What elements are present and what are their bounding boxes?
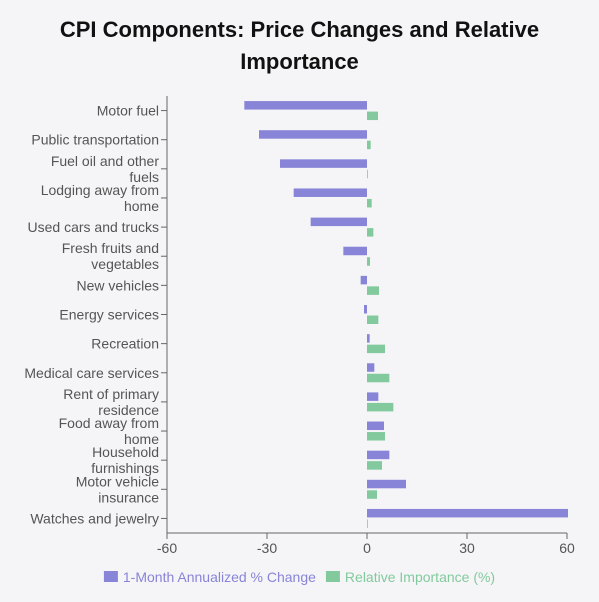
bar-importance-13 — [367, 490, 377, 499]
x-tick-label-1: -30 — [257, 540, 277, 556]
y-tick-label-line: Energy services — [59, 307, 159, 323]
bar-change-3 — [293, 188, 367, 197]
legend-swatch-0 — [103, 571, 118, 582]
y-tick-label-line: Public transportation — [31, 132, 159, 148]
y-tick-label-line: insurance — [98, 489, 159, 505]
bar-importance-3 — [367, 198, 372, 208]
chart-title: CPI Components: Price Changes and Relati… — [0, 14, 599, 78]
bar-change-9 — [367, 363, 375, 372]
y-tick-label-6: New vehicles — [77, 277, 159, 293]
y-tick-label-10: Rent of primary residence — [63, 386, 159, 418]
bar-importance-2 — [367, 169, 368, 179]
y-tick-label-13: Motor vehicle insurance — [76, 473, 159, 505]
y-tick-label-line: Medical care services — [24, 365, 159, 381]
y-tick-label-3: Lodging away from home — [41, 182, 160, 214]
y-tick-label-5: Fresh fruits and vegetables — [62, 240, 159, 272]
bar-importance-7 — [367, 315, 379, 324]
y-tick-label-line: Rent of primary — [63, 386, 159, 402]
y-tick-label-line: Used cars and trucks — [28, 219, 160, 235]
bar-change-2 — [280, 159, 367, 168]
bar-importance-4 — [367, 228, 374, 237]
y-tick-label-line: fuels — [129, 169, 159, 185]
bar-importance-9 — [367, 373, 390, 383]
bar-change-6 — [360, 275, 367, 285]
bar-change-14 — [367, 508, 568, 518]
x-tick-label-0: -60 — [157, 540, 177, 556]
y-tick-label-line: Motor fuel — [97, 103, 159, 119]
bar-change-12 — [367, 450, 390, 460]
x-tick-label-2: 0 — [363, 540, 371, 556]
y-tick-label-2: Fuel oil and other fuels — [51, 153, 160, 185]
y-tick-label-9: Medical care services — [24, 365, 159, 381]
bar-importance-0 — [367, 111, 378, 121]
bar-change-5 — [343, 246, 367, 256]
y-tick-label-12: Household furnishings — [91, 444, 159, 476]
bar-importance-1 — [367, 140, 371, 150]
bar-importance-5 — [367, 257, 370, 266]
bar-change-7 — [364, 305, 367, 314]
bar-change-10 — [367, 392, 379, 401]
y-tick-label-line: furnishings — [91, 460, 159, 476]
legend-label-1: Relative Importance (%) — [345, 569, 495, 585]
y-tick-label-11: Food away from home — [59, 415, 160, 447]
legend-label-0: 1-Month Annualized % Change — [123, 569, 316, 585]
bar-importance-14 — [367, 519, 368, 528]
y-tick-label-line: Household — [92, 444, 159, 460]
bar-change-13 — [367, 479, 406, 489]
y-tick-label-line: vegetables — [91, 256, 159, 272]
y-tick-label-line: Fresh fruits and — [62, 240, 159, 256]
y-tick-label-line: Lodging away from — [41, 182, 159, 198]
y-tick-label-line: Food away from — [59, 415, 159, 431]
bar-change-1 — [259, 130, 367, 139]
y-tick-label-line: New vehicles — [77, 277, 159, 293]
y-tick-label-line: home — [124, 198, 159, 214]
x-tick-label-3: 30 — [459, 540, 475, 556]
y-tick-label-line: Motor vehicle — [76, 473, 159, 489]
bar-importance-12 — [367, 461, 382, 470]
y-tick-label-line: home — [124, 431, 159, 447]
bar-change-8 — [367, 334, 370, 343]
chart-title-line-1: CPI Components: Price Changes and Relati… — [59, 17, 540, 42]
bar-importance-11 — [367, 432, 385, 441]
y-tick-label-line: Watches and jewelry — [30, 510, 159, 526]
bar-change-4 — [310, 217, 367, 227]
bar-importance-10 — [367, 402, 394, 412]
chart-title-line-2: Importance — [240, 49, 359, 74]
bar-importance-6 — [367, 286, 379, 295]
legend-swatch-1 — [325, 571, 340, 582]
y-tick-label-line: Recreation — [91, 336, 159, 352]
y-tick-label-1: Public transportation — [31, 132, 159, 148]
x-tick-label-4: 60 — [559, 540, 575, 556]
bar-change-0 — [244, 101, 367, 110]
y-tick-label-14: Watches and jewelry — [30, 510, 159, 526]
y-tick-label-4: Used cars and trucks — [28, 219, 160, 235]
y-tick-label-line: Fuel oil and other — [51, 153, 160, 169]
y-tick-label-line: residence — [98, 402, 159, 418]
y-tick-label-0: Motor fuel — [97, 103, 159, 119]
y-tick-label-7: Energy services — [59, 307, 159, 323]
bar-change-11 — [367, 421, 384, 431]
bar-importance-8 — [367, 344, 385, 354]
y-tick-label-8: Recreation — [91, 336, 159, 352]
